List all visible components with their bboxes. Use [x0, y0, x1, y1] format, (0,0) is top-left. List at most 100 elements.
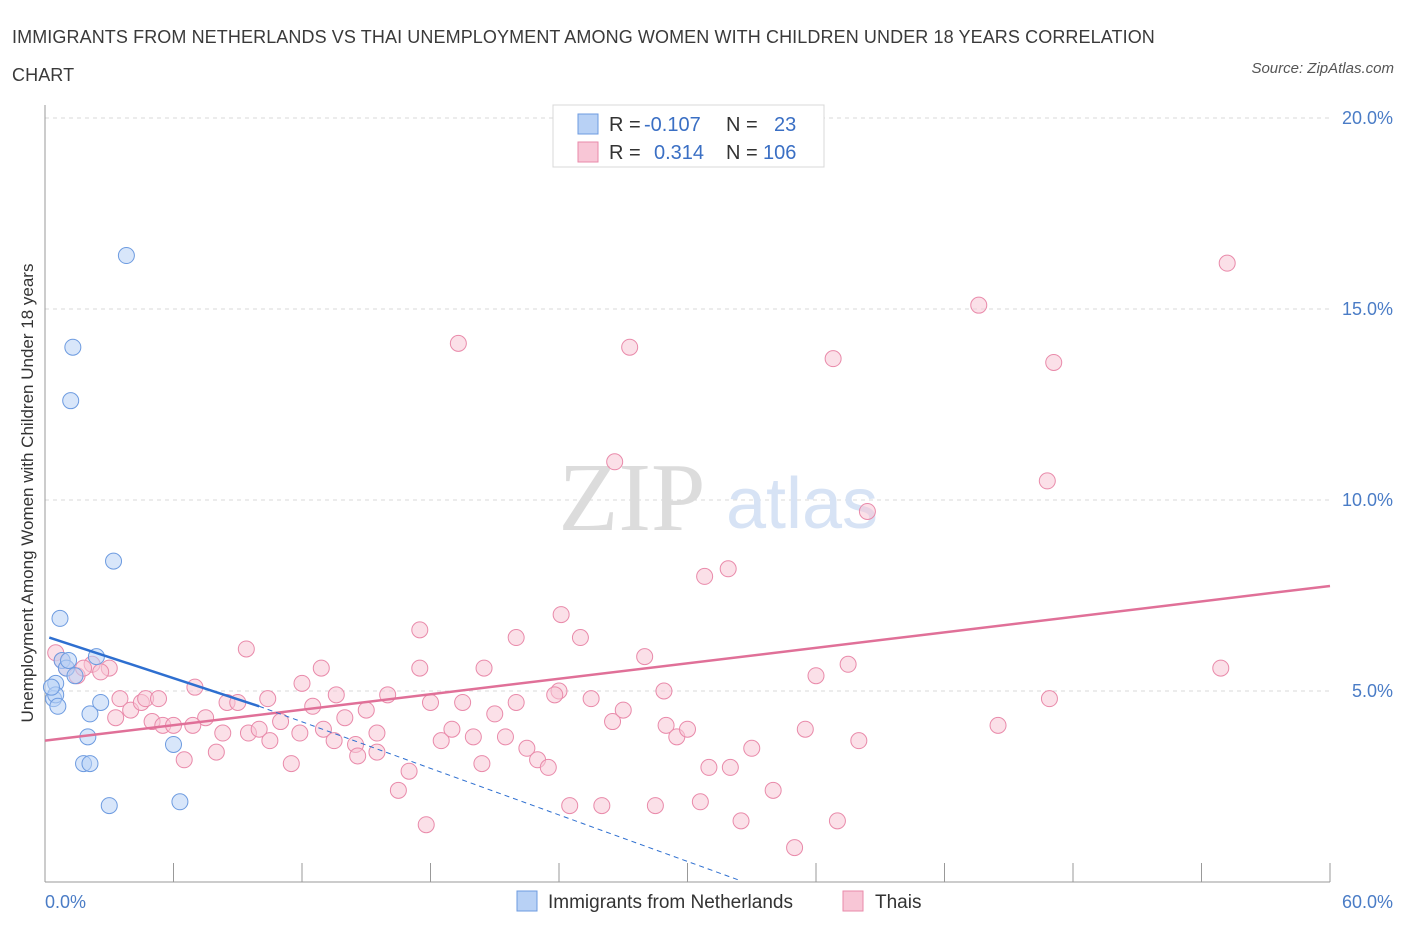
netherlands-point-0: [117, 247, 135, 265]
series-legend: Immigrants from Netherlands Thais: [516, 890, 921, 913]
thais-point-2: [449, 334, 467, 352]
y-tick-label-1: 10.0%: [1342, 490, 1393, 510]
thais-point-37: [293, 674, 311, 692]
thais-point-57: [507, 693, 525, 711]
thais-point-4: [824, 350, 842, 368]
y-tick-label-2: 15.0%: [1342, 299, 1393, 319]
legend-n-value-1: 23: [774, 114, 796, 136]
thais-point-40: [325, 732, 343, 750]
netherlands-point-22: [60, 651, 78, 669]
source-label: Source: ZipAtlas.com: [1251, 60, 1394, 77]
thais-point-53: [464, 728, 482, 746]
thais-point-92: [184, 716, 202, 734]
y-tick-label-0: 5.0%: [1352, 681, 1393, 701]
thais-point-88: [92, 663, 110, 681]
thais-point-3: [621, 338, 639, 356]
netherlands-trend-extension: [258, 705, 740, 881]
netherlands-point-14: [81, 705, 99, 723]
grid-lines: [45, 117, 1330, 692]
thais-point-33: [250, 720, 268, 738]
thais-point-81: [839, 655, 857, 673]
netherlands-point-1: [64, 338, 82, 356]
thais-point-36: [282, 755, 300, 773]
legend-swatch-netherlands: [577, 113, 599, 135]
tick-labels: 5.0% 10.0% 15.0% 20.0% 0.0% 60.0%: [45, 108, 1393, 912]
thais-point-62: [561, 797, 579, 815]
legend-n-label-2: N =: [726, 142, 758, 164]
thais-point-104: [655, 682, 673, 700]
x-tick-label-0: 0.0%: [45, 892, 86, 912]
thais-point-91: [150, 690, 168, 708]
thais-point-12: [411, 621, 429, 639]
netherlands-point-13: [92, 693, 110, 711]
bottom-legend-swatch-netherlands: [516, 890, 538, 912]
thais-point-55: [486, 705, 504, 723]
netherlands-point-12: [49, 697, 67, 715]
legend-r-label-2: R =: [609, 142, 641, 164]
legend-n-value-2: 106: [763, 142, 796, 164]
thais-point-103: [582, 690, 600, 708]
netherlands-point-20: [171, 793, 189, 811]
thais-point-67: [636, 648, 654, 666]
thais-point-72: [700, 758, 718, 776]
thais-point-26: [175, 751, 193, 769]
thais-point-60: [539, 758, 557, 776]
legend-r-value-1: -0.107: [644, 114, 701, 136]
thais-point-85: [989, 716, 1007, 734]
thais-point-73: [721, 758, 739, 776]
netherlands-point-18: [81, 755, 99, 773]
thais-point-83: [1040, 690, 1058, 708]
thais-point-84: [1212, 659, 1230, 677]
y-axis-label: Unemployment Among Women with Children U…: [18, 264, 37, 723]
y-tick-label-3: 20.0%: [1342, 108, 1393, 128]
thais-point-76: [764, 781, 782, 799]
netherlands-point-7: [66, 667, 84, 685]
netherlands-point-3: [105, 552, 123, 570]
thais-point-13: [507, 629, 525, 647]
x-tick-label-1: 60.0%: [1342, 892, 1393, 912]
thais-point-52: [454, 693, 472, 711]
axes: [44, 105, 1331, 883]
thais-point-41: [336, 709, 354, 727]
thais-point-9: [696, 567, 714, 585]
netherlands-trend-line: [48, 636, 260, 708]
netherlands-point-2: [62, 392, 80, 410]
thais-point-58: [518, 739, 536, 757]
thais-point-43: [357, 701, 375, 719]
thais-point-34: [261, 732, 279, 750]
legend-r-label-1: R =: [609, 114, 641, 136]
thais-point-10: [719, 560, 737, 578]
thais-point-97: [327, 686, 345, 704]
thais-point-69: [657, 716, 675, 734]
thais-point-44: [368, 743, 386, 761]
thais-point-105: [691, 793, 709, 811]
thais-point-49: [422, 693, 439, 711]
thais-point-46: [389, 781, 407, 799]
thais-point-75: [743, 739, 761, 757]
thais-point-5: [1045, 353, 1063, 371]
thais-point-89: [107, 709, 125, 727]
legend-swatch-thais: [577, 141, 599, 163]
thais-point-29: [207, 743, 225, 761]
bottom-legend-thais: Thais: [875, 892, 921, 913]
thais-point-47: [400, 762, 418, 780]
thais-point-78: [796, 720, 814, 738]
thais-point-1: [970, 296, 988, 314]
thais-point-95: [291, 724, 309, 742]
thais-point-80: [828, 812, 846, 830]
thais-point-63: [571, 629, 589, 647]
bottom-legend-swatch-thais: [842, 890, 864, 912]
thais-point-82: [850, 732, 868, 750]
thais-point-20: [111, 690, 129, 708]
thais-point-99: [368, 724, 386, 742]
thais-point-96: [312, 659, 330, 677]
watermark-atlas: atlas: [726, 464, 878, 544]
thais-point-50: [432, 732, 450, 750]
thais-point-65: [604, 713, 622, 731]
bottom-legend-netherlands: Immigrants from Netherlands: [548, 892, 793, 913]
thais-point-64: [593, 797, 611, 815]
watermark-zip: ZIP: [559, 444, 706, 552]
netherlands-point-16: [165, 735, 182, 753]
netherlands-point-21: [42, 678, 60, 696]
